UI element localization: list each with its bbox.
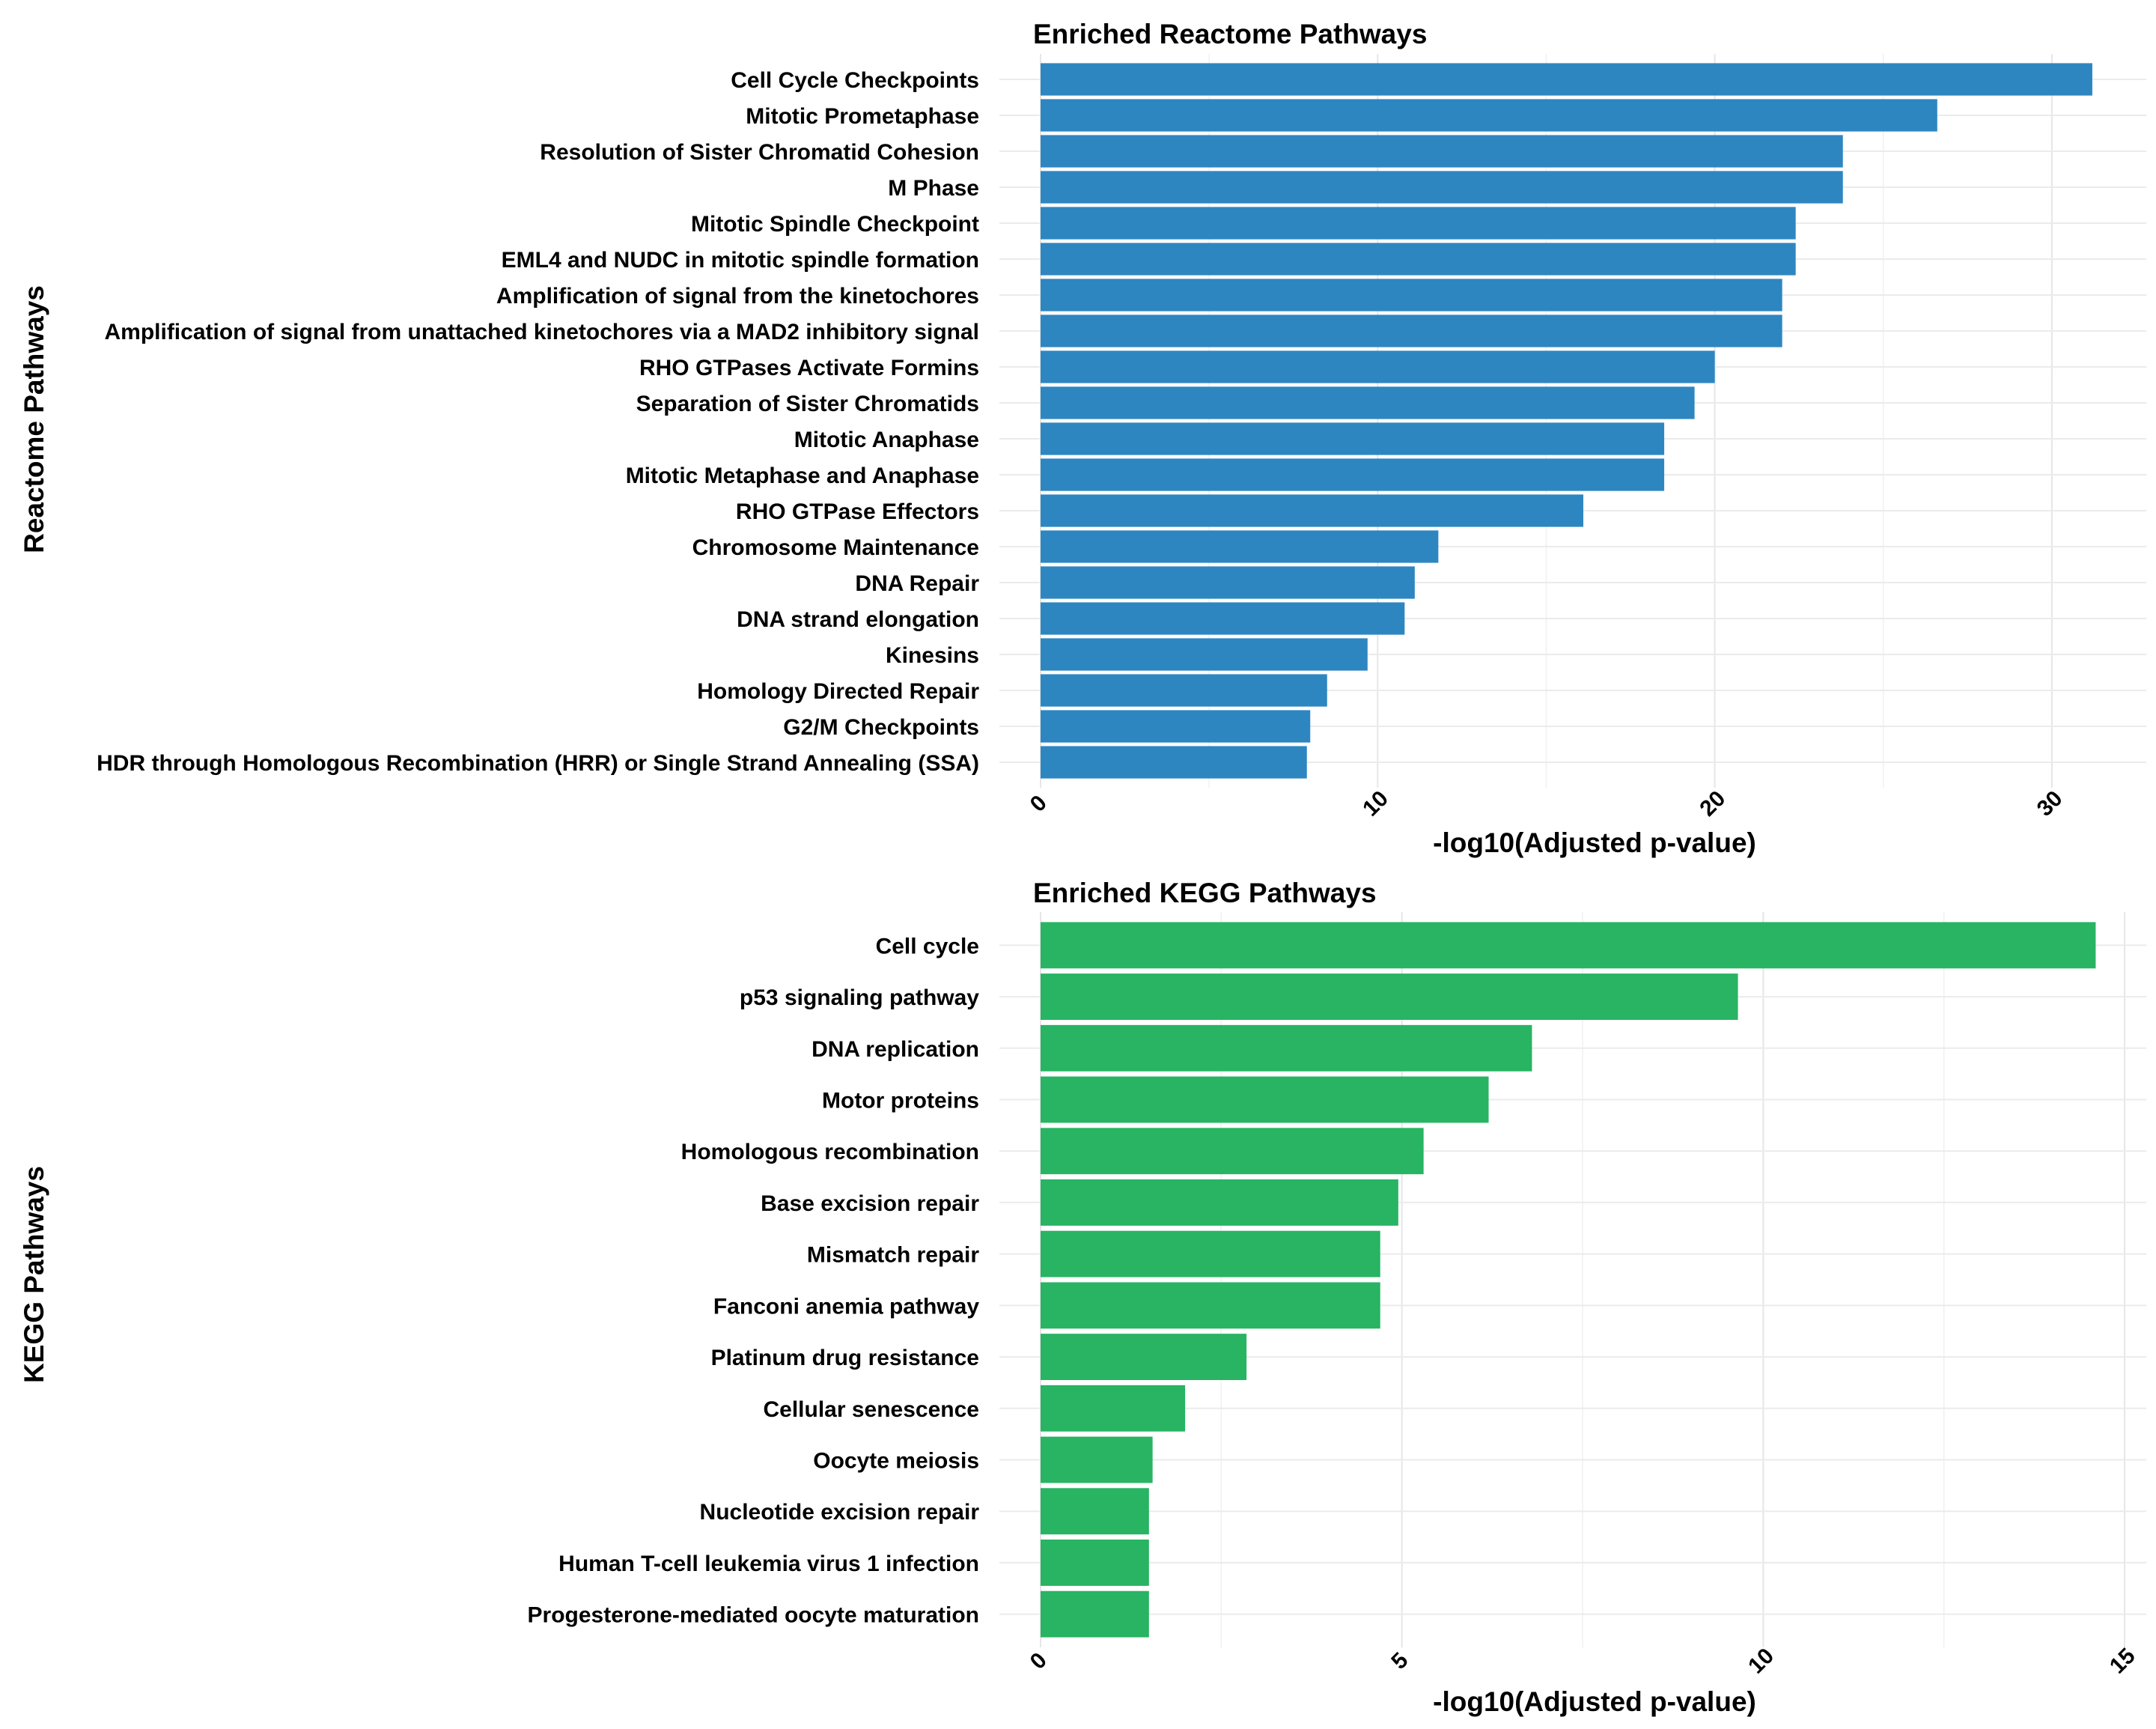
kegg-category-labels: Cell cycle p53 signaling pathway DNA repli… (528, 934, 980, 1627)
reactome-bar (1041, 710, 1311, 743)
kegg-x-tick-label: 10 (1744, 1644, 1779, 1679)
kegg-bar (1041, 1024, 1532, 1072)
reactome-bar (1041, 566, 1415, 599)
reactome-category-label: Mitotic Metaphase and Anaphase (626, 464, 979, 488)
kegg-x-axis-label: -log10(Adjusted p-value) (1433, 1686, 1756, 1717)
reactome-category-label: HDR through Homologous Recombination (HR… (97, 751, 979, 776)
reactome-category-label: Mitotic Anaphase (794, 428, 979, 452)
kegg-x-tick-label: 15 (2105, 1644, 2140, 1679)
kegg-category-label: Fanconi anemia pathway (713, 1294, 979, 1319)
reactome-bar (1041, 279, 1782, 312)
kegg-x-tick-label: 0 (1026, 1648, 1052, 1674)
kegg-gridlines (999, 912, 2146, 1647)
reactome-category-label: Resolution of Sister Chromatid Cohesion (540, 140, 979, 165)
reactome-bar (1041, 314, 1782, 347)
kegg-bar (1041, 1128, 1424, 1175)
kegg-category-label: Homologous recombination (681, 1140, 979, 1164)
reactome-bar (1041, 171, 1843, 204)
kegg-bar (1041, 1540, 1149, 1586)
kegg-category-label: DNA replication (811, 1037, 979, 1062)
kegg-bar (1041, 973, 1738, 1020)
reactome-category-label: DNA Repair (855, 571, 979, 596)
reactome-category-label: Amplification of signal from the kinetoc… (496, 284, 979, 309)
reactome-category-label: Chromosome Maintenance (692, 535, 979, 560)
kegg-x-tick-label: 5 (1386, 1648, 1413, 1674)
reactome-category-label: DNA strand elongation (737, 607, 979, 632)
reactome-category-label: Mitotic Prometaphase (746, 104, 979, 129)
reactome-category-label: RHO GTPases Activate Formins (639, 356, 979, 380)
reactome-category-label: Homology Directed Repair (697, 679, 979, 704)
reactome-y-axis-label: Reactome Pathways (19, 285, 49, 553)
kegg-chart-title: Enriched KEGG Pathways (1033, 878, 1377, 908)
kegg-category-label: Mismatch repair (807, 1243, 979, 1268)
reactome-x-tick-label: 30 (2032, 786, 2068, 821)
reactome-category-label: EML4 and NUDC in mitotic spindle formati… (502, 248, 979, 273)
reactome-bar (1041, 63, 2092, 96)
reactome-category-labels: Cell Cycle Checkpoints Mitotic Prometapha… (97, 68, 979, 776)
kegg-category-label: Nucleotide excision repair (700, 1500, 980, 1525)
reactome-bar (1041, 494, 1583, 527)
kegg-bar (1041, 1282, 1380, 1329)
kegg-category-label: Oocyte meiosis (813, 1449, 979, 1474)
kegg-x-tick-labels: 0 5 10 15 (1026, 1644, 2140, 1679)
reactome-category-label: Separation of Sister Chromatids (636, 392, 979, 416)
kegg-bar (1041, 1179, 1398, 1226)
kegg-bar (1041, 1076, 1489, 1123)
reactome-chart: Enriched Reactome Pathways Reactome Path… (19, 19, 2146, 858)
kegg-bars (1041, 922, 2096, 1638)
reactome-bar (1041, 243, 1796, 276)
reactome-bar (1041, 135, 1843, 168)
reactome-category-label: Cell Cycle Checkpoints (731, 68, 979, 93)
reactome-category-label: G2/M Checkpoints (783, 715, 979, 740)
reactome-category-label: Amplification of signal from unattached … (104, 320, 979, 344)
kegg-category-label: Progesterone-mediated oocyte maturation (528, 1603, 979, 1628)
kegg-bar (1041, 1334, 1247, 1380)
kegg-category-label: Human T-cell leukemia virus 1 infection (558, 1552, 979, 1576)
kegg-category-label: Platinum drug resistance (711, 1346, 979, 1370)
kegg-category-label: Motor proteins (822, 1089, 979, 1113)
reactome-bars (1041, 63, 2092, 779)
reactome-x-tick-label: 10 (1358, 786, 1393, 821)
kegg-category-label: Base excision repair (761, 1191, 979, 1216)
reactome-bar (1041, 458, 1665, 491)
reactome-category-label: Kinesins (886, 643, 979, 668)
kegg-bar (1041, 1385, 1186, 1432)
reactome-bar (1041, 207, 1796, 240)
reactome-bar (1041, 746, 1307, 779)
reactome-category-label: RHO GTPase Effectors (736, 499, 979, 524)
reactome-bar (1041, 350, 1715, 383)
reactome-bar (1041, 386, 1695, 419)
kegg-category-label: Cell cycle (876, 934, 979, 958)
kegg-chart: Enriched KEGG Pathways KEGG Pathways -lo… (19, 878, 2146, 1717)
kegg-category-label: p53 signaling pathway (740, 985, 979, 1010)
kegg-y-axis-label: KEGG Pathways (19, 1166, 49, 1383)
reactome-category-label: Mitotic Spindle Checkpoint (691, 212, 979, 237)
reactome-bar (1041, 602, 1405, 635)
reactome-bar (1041, 638, 1368, 671)
kegg-bar (1041, 1590, 1149, 1638)
kegg-bar (1041, 1230, 1380, 1277)
reactome-category-label: M Phase (888, 176, 979, 201)
reactome-bar (1041, 99, 1937, 132)
reactome-chart-title: Enriched Reactome Pathways (1033, 19, 1427, 49)
reactome-x-axis-label: -log10(Adjusted p-value) (1433, 827, 1756, 858)
reactome-bar (1041, 530, 1439, 563)
reactome-bar (1041, 422, 1665, 455)
reactome-x-tick-labels: 0 10 20 30 (1026, 786, 2068, 821)
kegg-bar (1041, 1488, 1149, 1535)
reactome-x-tick-label: 20 (1695, 786, 1730, 821)
kegg-category-label: Cellular senescence (763, 1397, 979, 1422)
reactome-bar (1041, 674, 1327, 707)
kegg-bar (1041, 922, 2096, 969)
reactome-x-tick-label: 0 (1026, 791, 1052, 817)
kegg-bar (1041, 1436, 1153, 1483)
